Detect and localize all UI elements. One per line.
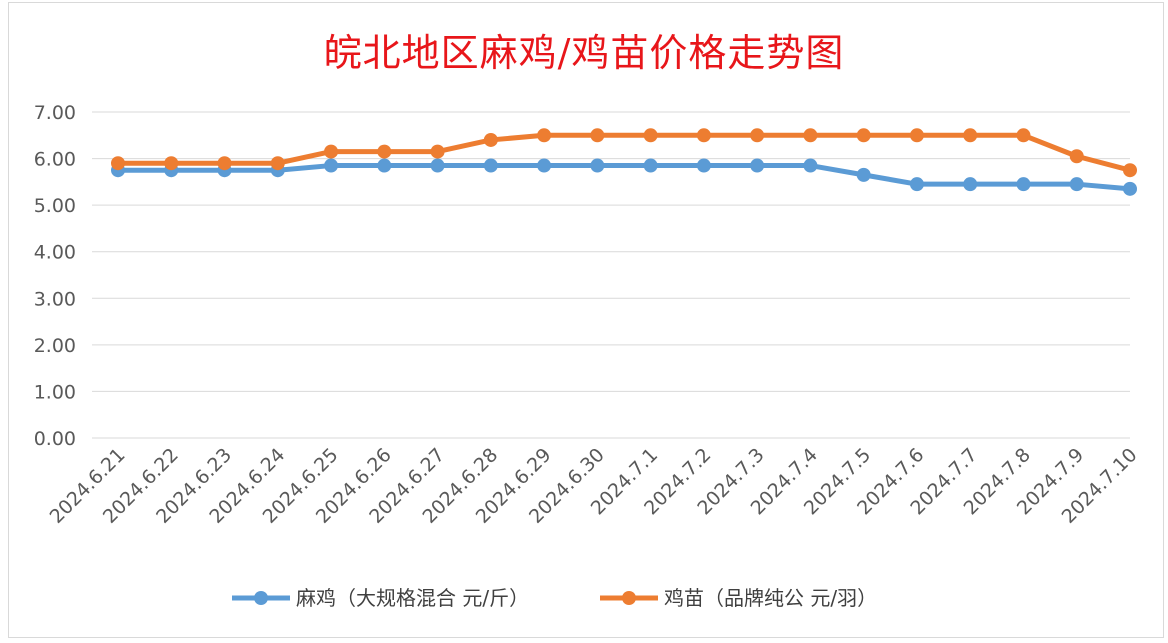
series-line-1 [115,163,1133,192]
series-1-point [483,158,498,173]
series-1-point [377,158,392,173]
series-2-point [270,156,285,171]
series-2-point [750,128,765,143]
series-1-point [324,158,339,173]
series-2-point [537,128,552,143]
series-2-point [324,144,339,159]
y-tick-label: 4.00 [34,242,76,264]
series-1-point [537,158,552,173]
series-2-point [430,144,445,159]
series-2-point [696,128,711,143]
series-2-point [856,128,871,143]
series-line-2 [115,132,1133,173]
series-2-point [217,156,232,171]
series-1-point [1016,177,1031,192]
legend: 麻鸡（大规格混合 元/斤） 鸡苗（品牌纯公 元/羽） [232,586,877,610]
series-1-point [643,158,658,173]
series-1-point [1123,181,1137,196]
legend-marker-1 [254,591,268,605]
chart-title: 皖北地区麻鸡/鸡苗价格走势图 [323,31,845,75]
series-1-point [856,167,871,182]
series-1-point [963,177,978,192]
series-1-point [590,158,605,173]
y-tick-label: 0.00 [34,428,76,450]
y-axis: 0.00 1.00 2.00 3.00 4.00 5.00 6.00 7.00 [34,102,76,450]
series-1-point [909,177,924,192]
y-tick-label: 3.00 [34,288,76,310]
series-2-point [1123,163,1137,178]
series-1-point [430,158,445,173]
legend-label-2: 鸡苗（品牌纯公 元/羽） [664,586,877,610]
series-2-point [963,128,978,143]
chart-border [8,2,1164,638]
series-2-point [643,128,658,143]
series-1-point [696,158,711,173]
legend-label-1: 麻鸡（大规格混合 元/斤） [296,586,529,610]
gridlines [92,111,1130,439]
y-tick-label: 1.00 [34,381,76,403]
x-axis: 2024.6.212024.6.222024.6.232024.6.242024… [46,444,1142,528]
y-tick-label: 7.00 [34,102,76,124]
y-tick-label: 2.00 [34,335,76,357]
series-1-point [1069,177,1084,192]
series-2-point [909,128,924,143]
series-2-point [164,156,179,171]
y-tick-label: 6.00 [34,149,76,171]
series-2-point [377,144,392,159]
series-2-point [1069,149,1084,164]
series-2-point [803,128,818,143]
legend-marker-2 [622,591,636,605]
series-2-point [590,128,605,143]
series-1-point [803,158,818,173]
y-tick-label: 5.00 [34,195,76,217]
series [111,128,1137,196]
series-2-point [111,156,125,171]
series-2-point [483,132,498,147]
series-2-point [1016,128,1031,143]
series-1-point [750,158,765,173]
